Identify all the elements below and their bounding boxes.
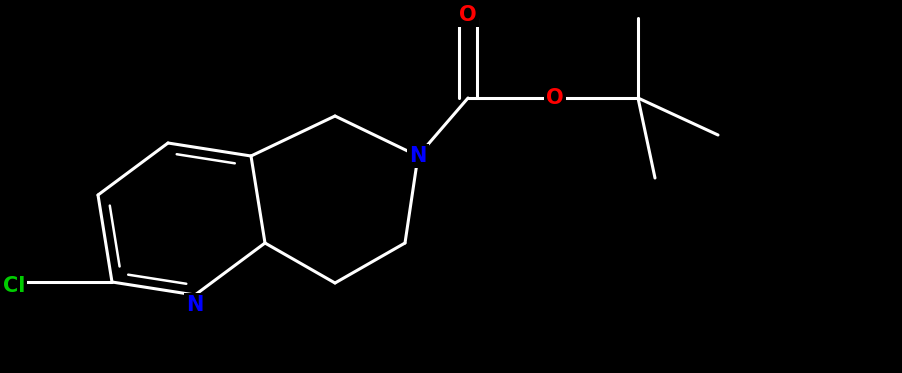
Text: O: O [547,88,564,108]
Text: Cl: Cl [3,276,25,296]
Text: O: O [459,5,477,25]
Text: N: N [410,146,427,166]
Text: N: N [187,295,204,315]
